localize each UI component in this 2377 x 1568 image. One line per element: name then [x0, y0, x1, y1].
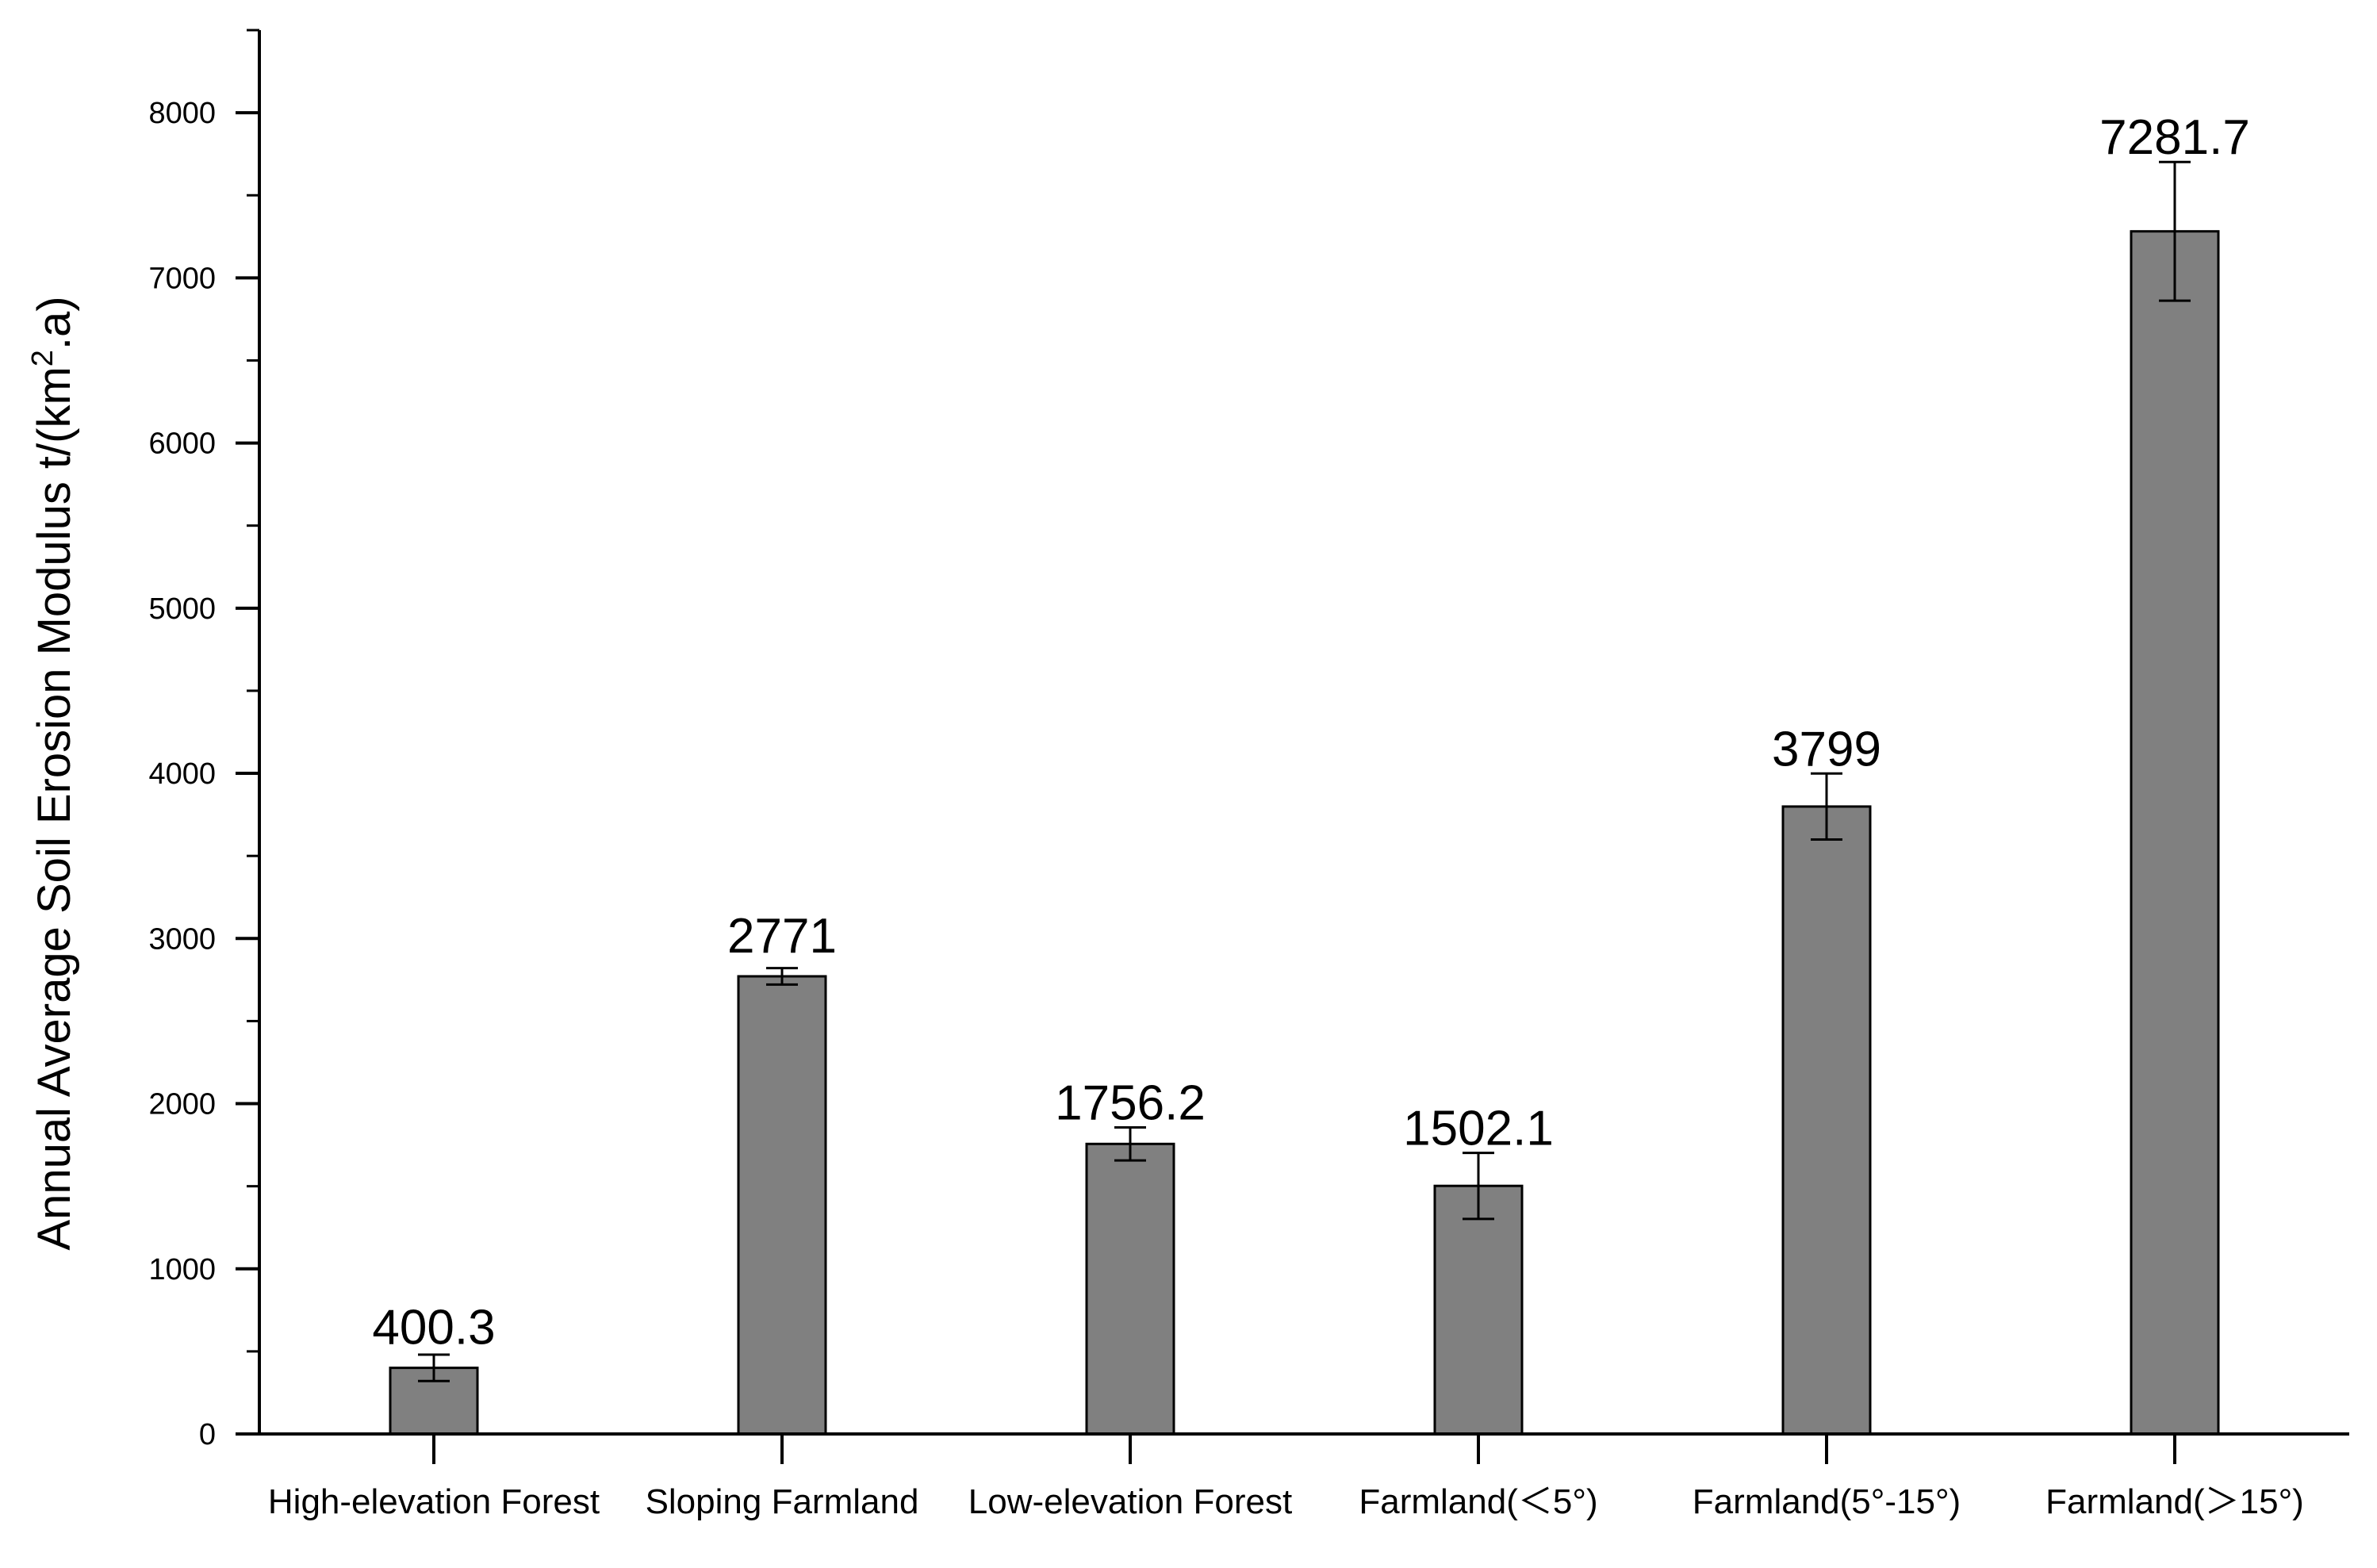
y-axis-title: Annual Average Soil Erosion Modulus t/(k…: [26, 296, 80, 1250]
y-tick-label-1: 1000: [148, 1253, 216, 1286]
y-tick-label-6: 6000: [148, 427, 216, 461]
y-tick-label-0: 0: [199, 1418, 216, 1451]
error-bar-2: [1114, 1125, 1146, 1162]
y-tick-label-3: 3000: [148, 922, 216, 956]
labels-layer: 400.3 High-elevation Forest 2771 Sloping Fa…: [148, 97, 2303, 1521]
bars-layer: [389, 230, 2220, 1436]
x-tick-label-5: Farmland(＞15°): [2045, 1482, 2304, 1521]
y-tick-label-2: 2000: [148, 1088, 216, 1121]
error-bar-5: [2159, 160, 2191, 302]
y-tick-label-8: 8000: [148, 97, 216, 130]
data-label-5: 7281.7: [2099, 110, 2250, 165]
data-label-2: 1756.2: [1055, 1075, 1206, 1130]
bar-2: [1085, 1142, 1175, 1436]
data-label-0: 400.3: [372, 1301, 495, 1355]
y-tick-label-4: 4000: [148, 757, 216, 791]
data-label-1: 2771: [727, 909, 837, 964]
y-axis-title-end: .a): [29, 296, 80, 350]
data-label-3: 1502.1: [1403, 1102, 1554, 1156]
error-bar-3: [1463, 1152, 1494, 1221]
axes-layer: [236, 29, 2349, 1464]
x-tick-label-3: Farmland(＜5°): [1359, 1482, 1597, 1521]
bar-1: [737, 975, 827, 1436]
y-axis-title-sup: 2: [26, 350, 59, 366]
y-tick-label-5: 5000: [148, 592, 216, 626]
error-bar-0: [418, 1353, 450, 1382]
data-label-4: 3799: [1772, 722, 1881, 776]
bar-5: [2130, 230, 2220, 1436]
y-tick-label-7: 7000: [148, 262, 216, 295]
x-tick-label-0: High-elevation Forest: [268, 1482, 600, 1521]
error-bar-4: [1811, 772, 1842, 842]
y-axis-title-main: Annual Average Soil Erosion Modulus t/(k…: [29, 366, 80, 1250]
error-bar-1: [766, 967, 798, 986]
x-tick-label-2: Low-elevation Forest: [968, 1482, 1292, 1521]
bar-4: [1781, 805, 1872, 1436]
bar-3: [1433, 1184, 1524, 1436]
x-tick-label-1: Sloping Farmland: [646, 1482, 919, 1521]
x-tick-label-4: Farmland(5°-15°): [1693, 1482, 1961, 1521]
error-bars-layer: [418, 160, 2191, 1382]
